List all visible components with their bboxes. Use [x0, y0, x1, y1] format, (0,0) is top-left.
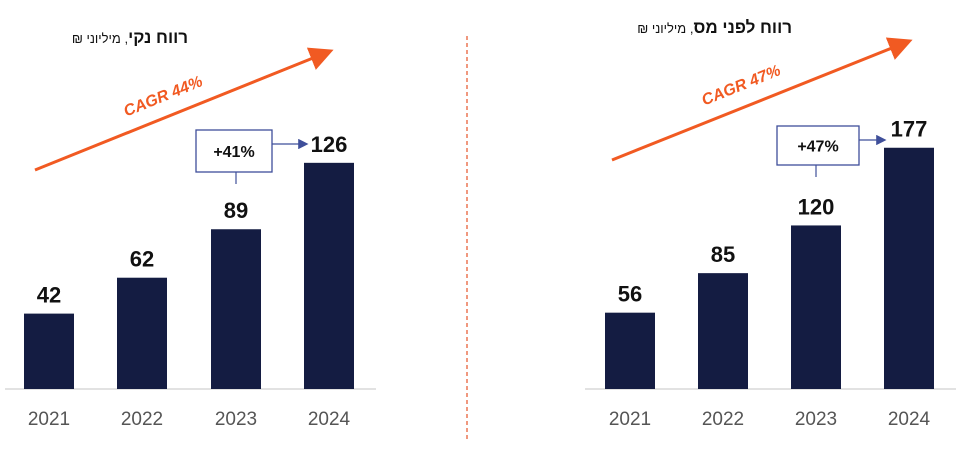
title-unit: , מיליוני ₪ — [71, 31, 129, 46]
x-tick-2024: 2024 — [308, 409, 351, 430]
cagr-arrow — [611, 37, 913, 162]
data-label-2021: 42 — [37, 283, 61, 308]
data-label-2023: 120 — [798, 194, 835, 219]
growth-label: +41% — [213, 144, 254, 161]
data-label-2021: 56 — [618, 282, 642, 307]
chart-title-pretax-profit: רווח לפני מס, מיליוני ₪ — [637, 18, 792, 38]
x-tick-2022: 2022 — [702, 409, 744, 430]
net-profit-chart: 42 2021 62 2022 89 2023 126 2024 CAGR 44% +41% — [5, 47, 376, 430]
title-bold: רווח נקי — [128, 28, 188, 47]
x-tick-2021: 2021 — [609, 409, 651, 430]
bar-2021 — [605, 312, 655, 389]
bar-2021 — [24, 313, 74, 389]
bar-2022 — [117, 277, 167, 389]
x-tick-2022: 2022 — [121, 409, 163, 430]
bar-2024 — [884, 147, 934, 389]
growth-label: +47% — [797, 139, 838, 156]
chart-title-net-profit: רווח נקי, מיליוני ₪ — [72, 28, 188, 48]
x-tick-2021: 2021 — [28, 409, 70, 430]
data-label-2024: 177 — [891, 117, 928, 142]
pretax-profit-chart: 56 2021 85 2022 120 2023 177 2024 CAGR 47% +47% — [585, 37, 956, 430]
data-label-2024: 126 — [311, 132, 348, 157]
cagr-label: CAGR 47% — [699, 62, 783, 109]
x-tick-2023: 2023 — [215, 409, 257, 430]
bar-2023 — [211, 229, 261, 389]
bar-2023 — [791, 225, 841, 389]
data-label-2022: 62 — [130, 247, 154, 272]
x-tick-2024: 2024 — [888, 409, 931, 430]
growth-callout-box — [776, 125, 860, 166]
title-unit: , מיליוני ₪ — [637, 21, 694, 36]
bar-2022 — [698, 273, 748, 389]
bar-2024 — [304, 162, 354, 389]
cagr-arrow — [34, 47, 334, 172]
cagr-label: CAGR 44% — [121, 73, 205, 120]
title-bold: רווח לפני מס — [693, 18, 792, 37]
x-tick-2023: 2023 — [795, 409, 837, 430]
data-label-2023: 89 — [224, 198, 248, 223]
growth-callout-box — [195, 129, 273, 173]
data-label-2022: 85 — [711, 242, 735, 267]
